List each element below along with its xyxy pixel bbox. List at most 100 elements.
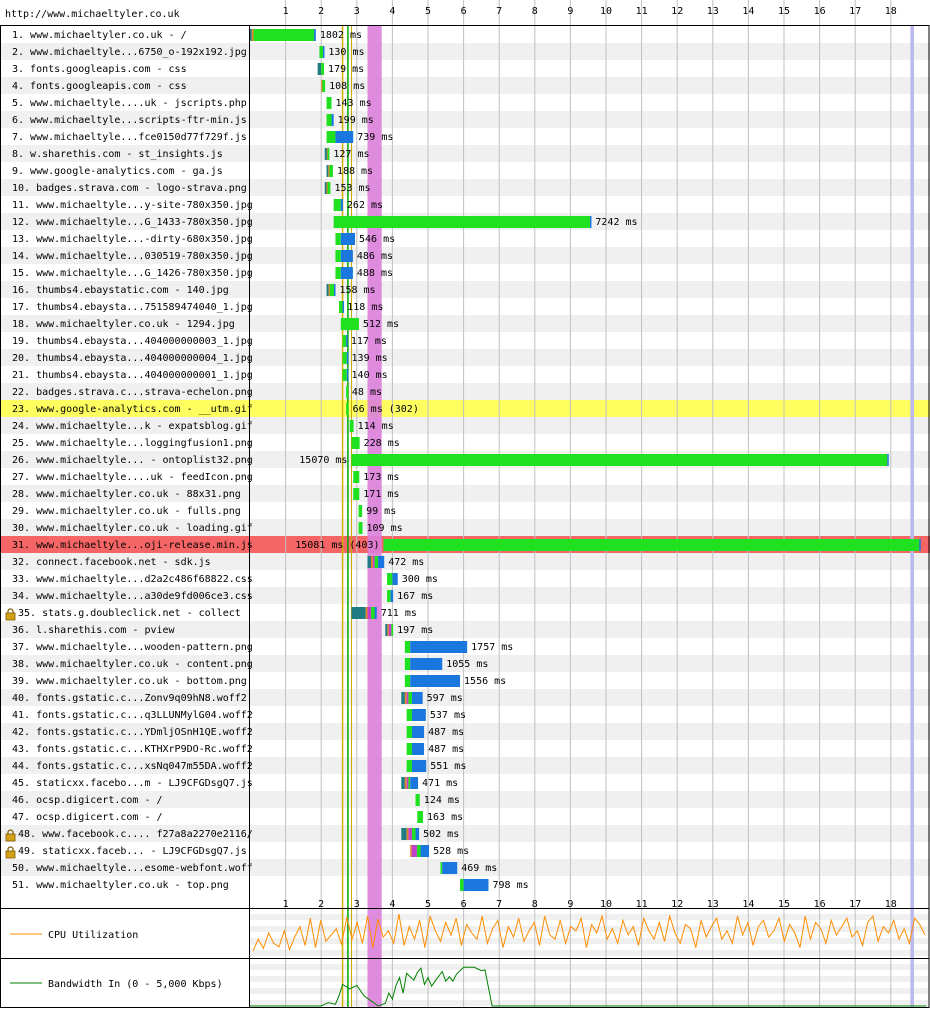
request-label: 39. www.michaeltyler.co.uk - bottom.png bbox=[12, 676, 247, 687]
axis-tick-label: 8 bbox=[532, 6, 538, 17]
timing-label: 488 ms bbox=[357, 268, 393, 279]
request-label: 19. thumbs4.ebaysta...404000000003_1.jpg bbox=[12, 336, 253, 347]
timing-label: 1757 ms bbox=[471, 642, 513, 653]
timing-label: 114 ms bbox=[358, 421, 394, 432]
axis-tick-label: 5 bbox=[425, 6, 431, 17]
request-label: 50. www.michaeltyle...esome-webfont.woff bbox=[12, 863, 253, 874]
bar-dns bbox=[326, 284, 329, 296]
lock-icon-body bbox=[5, 833, 16, 842]
row-background bbox=[0, 825, 930, 842]
bar-download bbox=[411, 760, 427, 772]
timing-label: 537 ms bbox=[430, 710, 466, 721]
request-label: 24. www.michaeltyle...k - expatsblog.gif bbox=[12, 421, 253, 432]
bar-ttfb bbox=[329, 165, 333, 177]
axis-tick-label: 7 bbox=[496, 6, 502, 17]
bandwidth-graph: Bandwidth In (0 - 5,000 Kbps) bbox=[10, 966, 927, 1007]
timing-label: 130 ms bbox=[328, 47, 364, 58]
request-label: 15. www.michaeltyle...G_1426-780x350.jpg bbox=[12, 268, 253, 279]
bar-download bbox=[411, 709, 426, 721]
bar-download bbox=[334, 284, 336, 296]
bar-connect bbox=[326, 182, 329, 194]
timing-label: 124 ms bbox=[424, 795, 460, 806]
bar-dns bbox=[324, 182, 327, 194]
bar-ttfb bbox=[406, 760, 412, 772]
axis-tick-label: 15 bbox=[778, 899, 790, 910]
bar-ttfb bbox=[383, 539, 920, 551]
axis-tick-label: 4 bbox=[389, 6, 395, 17]
bar-ttfb bbox=[326, 114, 332, 126]
bar-connect bbox=[251, 29, 254, 41]
lock-icon-shackle bbox=[7, 829, 14, 834]
bar-connect bbox=[404, 692, 407, 704]
bar-ttfb bbox=[335, 267, 341, 279]
bar-download bbox=[314, 29, 316, 41]
bar-download bbox=[415, 828, 420, 840]
timing-label: 512 ms bbox=[363, 319, 399, 330]
request-label: 6. www.michaeltyle...scripts-ftr-min.js bbox=[12, 115, 247, 126]
bar-download bbox=[322, 46, 325, 58]
bar-ttfb bbox=[333, 216, 590, 228]
request-label: 23. www.google-analytics.com - __utm.gif bbox=[12, 404, 253, 415]
bar-connect bbox=[404, 777, 407, 789]
bar-ttfb bbox=[329, 284, 335, 296]
row-background bbox=[0, 502, 930, 519]
row-background bbox=[0, 791, 930, 808]
request-label: 17. thumbs4.ebaysta...751589474040_1.jpg bbox=[12, 302, 253, 313]
timing-label: 188 ms bbox=[337, 166, 373, 177]
bar-download bbox=[346, 335, 348, 347]
request-label: 33. www.michaeltyle...d2a2c486f68822.css bbox=[12, 574, 253, 585]
request-label: 2. www.michaeltyle...6750_o-192x192.jpg bbox=[12, 47, 247, 58]
timing-label: 108 ms bbox=[329, 81, 365, 92]
request-label: 40. fonts.gstatic.c...Zonv9q09hN8.woff2 bbox=[12, 693, 247, 704]
timing-label: 502 ms bbox=[423, 829, 459, 840]
cpu-line bbox=[252, 913, 926, 952]
timing-label: 158 ms bbox=[339, 285, 375, 296]
bar-ttfb bbox=[326, 131, 336, 143]
bar-ttfb bbox=[326, 97, 332, 109]
timing-label: 117 ms bbox=[351, 336, 387, 347]
bar-dns bbox=[401, 828, 407, 840]
timing-label: 127 ms bbox=[333, 149, 369, 160]
bar-ttfb bbox=[411, 828, 416, 840]
timing-label: 1055 ms bbox=[446, 659, 488, 670]
request-label: 16. thumbs4.ebaystatic.com - 140.jpg bbox=[12, 285, 229, 296]
request-label: 48. www.facebook.c.... f27a8a2270e2116/ bbox=[18, 829, 253, 840]
row-background bbox=[0, 604, 930, 621]
bar-download bbox=[390, 590, 394, 602]
axis-tick-label: 9 bbox=[567, 899, 573, 910]
row-background bbox=[0, 196, 930, 213]
request-label: 44. fonts.gstatic.c...xsNq047m55DA.woff2 bbox=[12, 761, 253, 772]
axis-tick-label: 13 bbox=[707, 6, 719, 17]
bar-download bbox=[410, 658, 443, 670]
request-label: 47. ocsp.digicert.com - / bbox=[12, 812, 163, 823]
bar-ttfb bbox=[460, 879, 464, 891]
timing-label: 163 ms bbox=[427, 812, 463, 823]
bar-ttfb bbox=[342, 335, 347, 347]
bar-ttfb bbox=[321, 63, 325, 75]
axis-tick-label: 1 bbox=[283, 899, 289, 910]
axis-tick-label: 12 bbox=[671, 6, 683, 17]
bar-dns bbox=[324, 148, 327, 160]
bar-dns bbox=[351, 607, 366, 619]
bar-ttfb bbox=[358, 522, 363, 534]
request-labels: 1. www.michaeltyler.co.uk - / 2. www.mich… bbox=[5, 30, 253, 891]
row-background bbox=[0, 417, 930, 434]
bar-ttfb bbox=[319, 46, 323, 58]
row-background bbox=[0, 842, 930, 859]
timing-label: 7242 ms bbox=[595, 217, 637, 228]
bar-dns bbox=[401, 692, 405, 704]
bar-ttfb bbox=[353, 488, 360, 500]
timing-label: 140 ms bbox=[352, 370, 388, 381]
row-background bbox=[0, 621, 930, 638]
request-label: 27. www.michaeltyle....uk - feedIcon.png bbox=[12, 472, 253, 483]
axis-tick-label: 16 bbox=[814, 899, 826, 910]
timing-label: 109 ms bbox=[366, 523, 402, 534]
timing-label: 486 ms bbox=[357, 251, 393, 262]
bar-ttfb bbox=[353, 471, 360, 483]
bar-ssl bbox=[411, 845, 417, 857]
timing-label: 48 ms bbox=[352, 387, 382, 398]
timing-label: 469 ms bbox=[461, 863, 497, 874]
axis-tick-label: 14 bbox=[742, 899, 754, 910]
axis-tick-label: 10 bbox=[600, 899, 612, 910]
cpu-band bbox=[250, 938, 928, 944]
